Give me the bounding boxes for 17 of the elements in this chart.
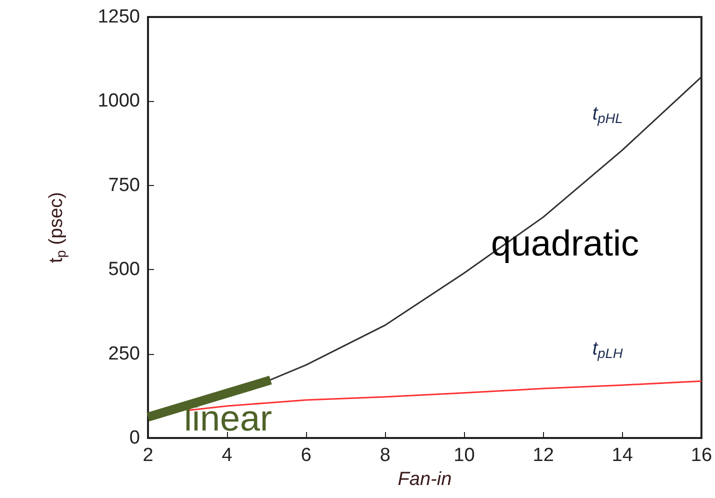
y-tick-label: 750: [108, 174, 140, 196]
x-tick-label: 10: [454, 445, 475, 466]
y-axis-title: tp (psec): [46, 192, 68, 263]
y-tick-label: 1000: [98, 90, 140, 112]
x-tick-label: 12: [532, 445, 554, 466]
x-axis-title: Fan-in: [398, 469, 452, 490]
annotation: linear: [184, 398, 272, 438]
y-tick-label: 1250: [98, 6, 140, 28]
y-tick-label: 250: [108, 343, 140, 364]
x-tick-label: 6: [300, 445, 312, 466]
x-tick-label: 14: [612, 445, 634, 466]
y-tick-label: 0: [129, 428, 140, 448]
x-tick-label: 2: [142, 445, 154, 466]
x-tick-label: 8: [380, 445, 390, 466]
y-tick-label: 500: [108, 259, 140, 280]
x-tick-label: 16: [690, 445, 712, 466]
x-tick-label: 4: [222, 445, 233, 466]
